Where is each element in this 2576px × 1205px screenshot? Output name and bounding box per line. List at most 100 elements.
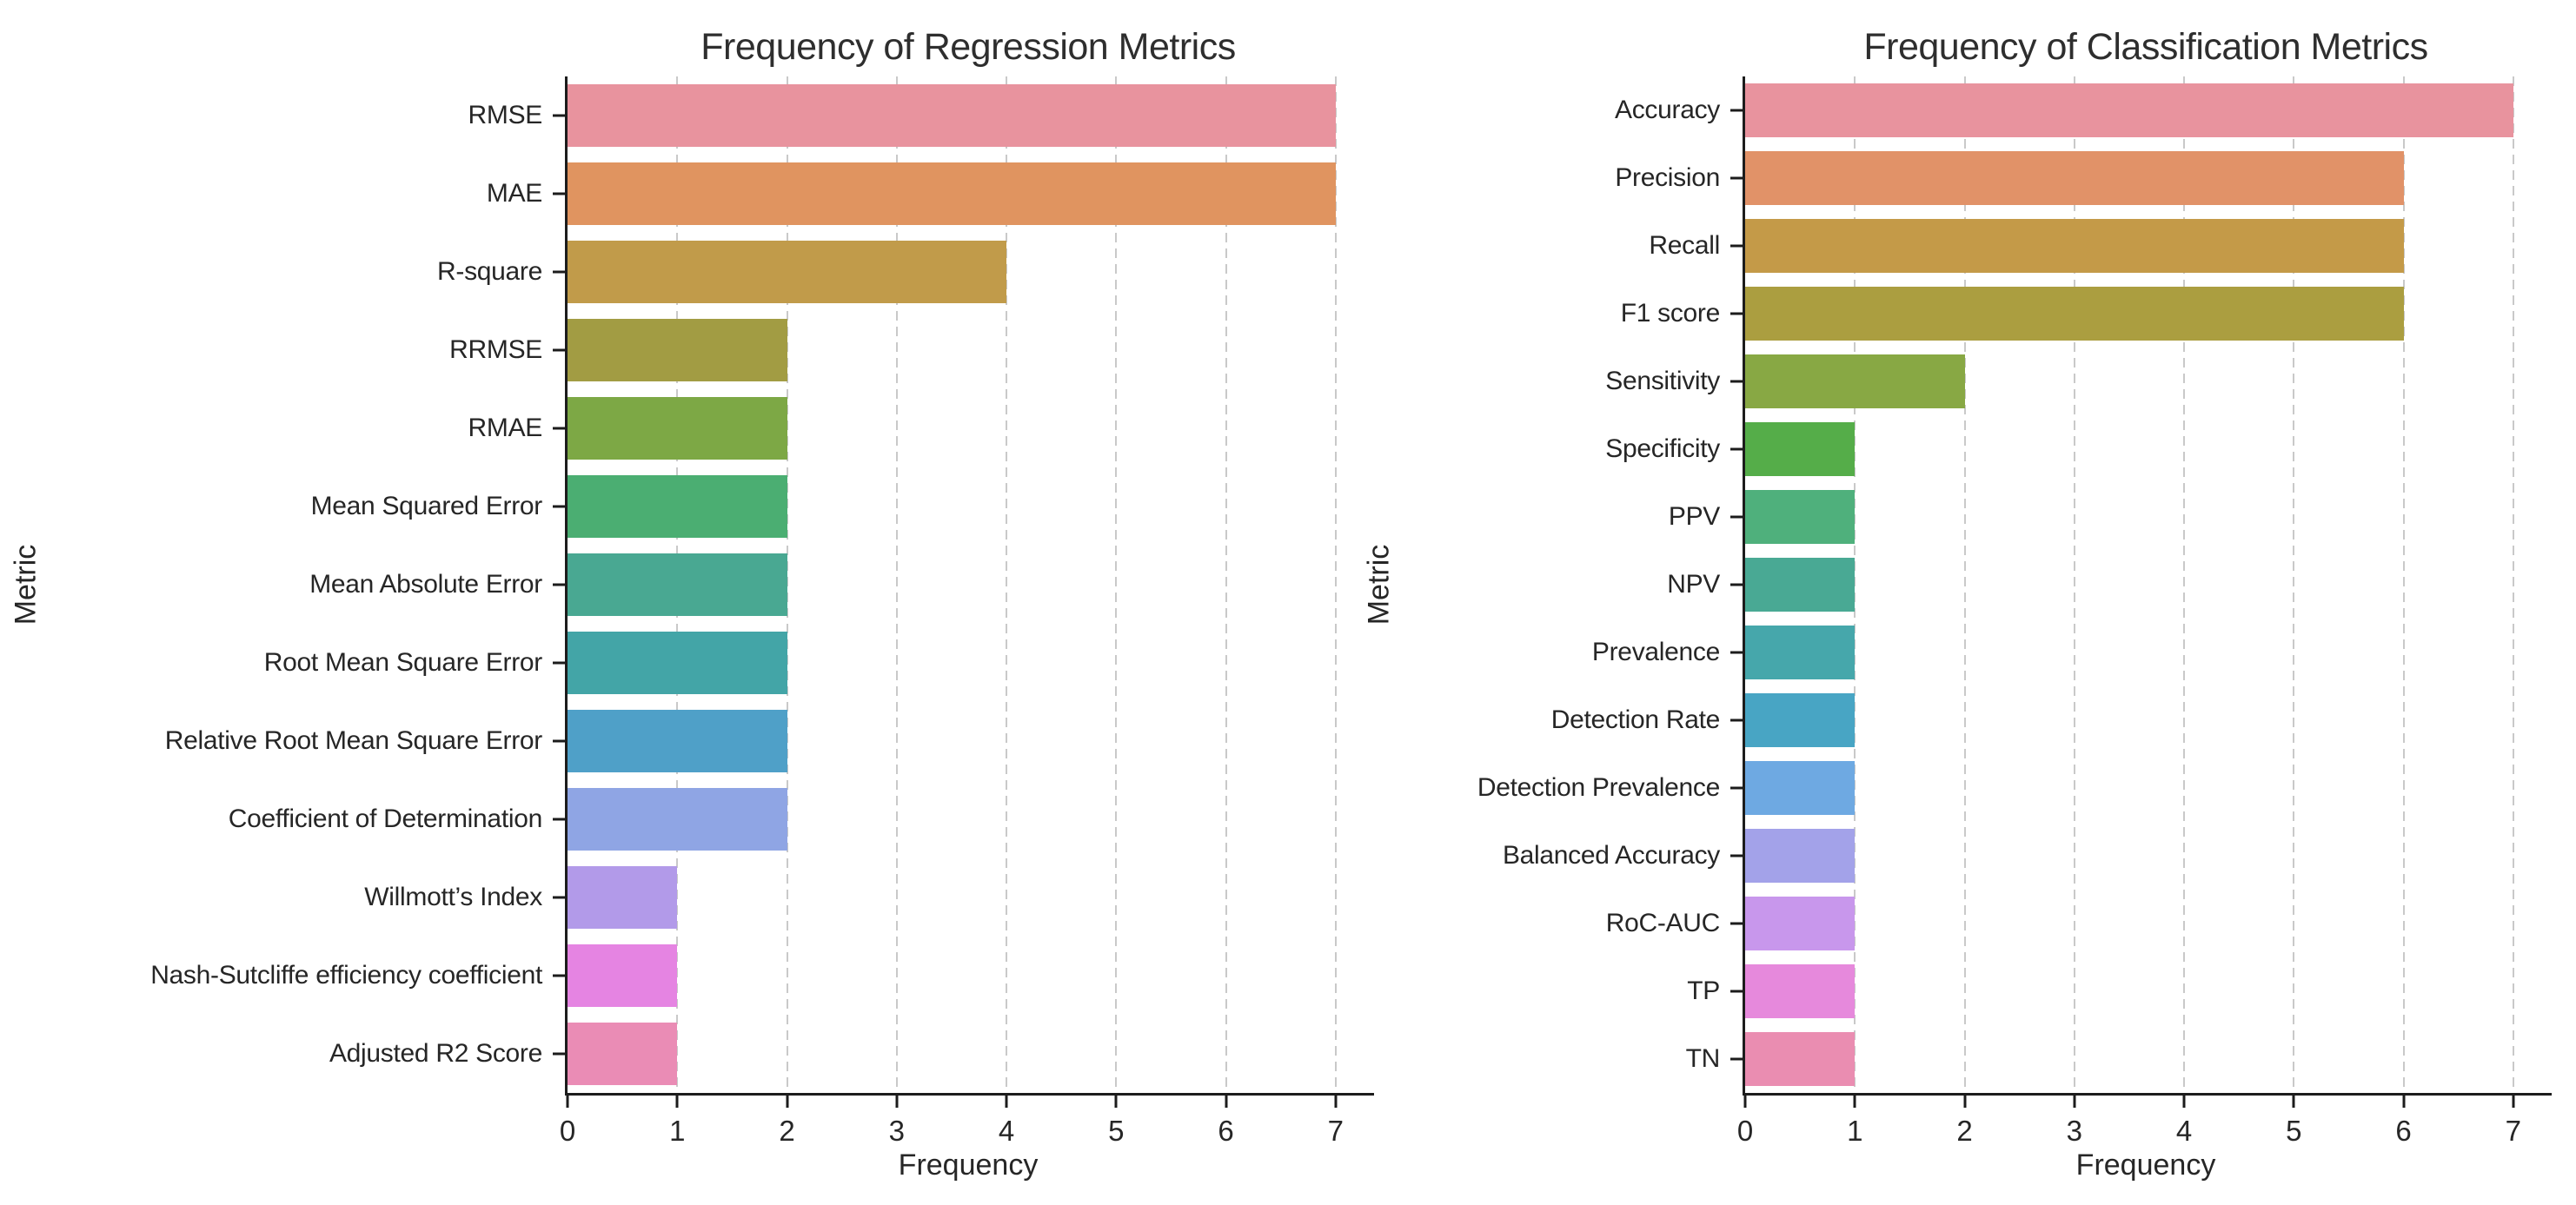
gridline-x4 <box>1006 76 1008 1093</box>
y-tick-label-npv: NPV <box>1667 570 1720 599</box>
y-tick-mark-detection-prevalence <box>1730 786 1743 790</box>
y-tick-label-rmae: RMAE <box>468 414 543 442</box>
bar-row-precision <box>1730 144 2552 212</box>
bar-mean-absolute-error <box>568 553 787 616</box>
y-tick-label-detection-rate: Detection Rate <box>1550 705 1721 734</box>
plot-area: 0 1 2 3 4 5 6 7 <box>553 76 1374 1147</box>
bar-row-detection-prevalence <box>1730 754 2552 822</box>
y-tick-mark-willmott-s-index <box>553 896 565 899</box>
bar-row-mae <box>553 155 1374 233</box>
y-tick-mark-r-square <box>553 270 565 274</box>
bar-mae <box>568 162 1336 225</box>
bar-relative-root-mean-square-error <box>568 710 787 772</box>
bar-adjusted-r2-score <box>568 1023 678 1085</box>
y-tick-mark-mean-absolute-error <box>553 583 565 586</box>
gridline-x6 <box>2402 76 2405 1093</box>
bar-row-mean-squared-error <box>553 467 1374 546</box>
x-tick-label-3: 3 <box>888 1115 905 1147</box>
y-tick-label-precision: Precision <box>1615 163 1720 192</box>
x-tick-label-7: 7 <box>2505 1115 2521 1147</box>
x-tick-mark-4 <box>1005 1096 1008 1108</box>
y-tick-label-mean-absolute-error: Mean Absolute Error <box>309 570 542 599</box>
bar-ppv <box>1745 489 1856 545</box>
x-axis-label: Frequency <box>2075 1149 2216 1182</box>
y-tick-label-ppv: PPV <box>1668 502 1720 531</box>
bar-roc-auc <box>1745 896 1856 951</box>
bar-specificity <box>1745 421 1856 477</box>
y-tick-labels: RMSE MAE R-square RRMSE RMAE Mean Squared Err… <box>0 76 565 1093</box>
bar-mean-squared-error <box>568 475 787 538</box>
x-tick-label-6: 6 <box>1218 1115 1234 1147</box>
bar-tp <box>1745 963 1856 1019</box>
bar-coefficient-of-determination <box>568 788 787 851</box>
bar-row-npv <box>1730 551 2552 619</box>
y-tick-label-relative-root-mean-square-error: Relative Root Mean Square Error <box>164 726 543 755</box>
y-tick-mark-nash-sutcliffe-efficiency-coefficient <box>553 974 565 977</box>
bar-row-rmse <box>553 76 1374 155</box>
x-tick-mark-3 <box>895 1096 899 1108</box>
x-tick-mark-2 <box>1963 1096 1967 1108</box>
gridline-x1 <box>1854 76 1856 1093</box>
x-axis-label: Frequency <box>898 1149 1039 1182</box>
bar-r-square <box>568 241 1007 303</box>
y-tick-mark-specificity <box>1730 447 1743 451</box>
chart-title: Frequency of Classification Metrics <box>1863 26 2428 68</box>
bar-row-coefficient-of-determination <box>553 780 1374 858</box>
x-axis-tick-layer: 0 1 2 3 4 5 6 7 <box>1737 76 2552 1147</box>
gridline-x2 <box>1963 76 1966 1093</box>
y-tick-label-coefficient-of-determination: Coefficient of Determination <box>228 804 543 833</box>
bar-willmott-s-index <box>568 866 678 929</box>
x-tick-mark-1 <box>675 1096 679 1108</box>
bar-row-tn <box>1730 1025 2552 1093</box>
bar-row-sensitivity <box>1730 348 2552 415</box>
bar-row-rmae <box>553 389 1374 467</box>
bar-detection-rate <box>1745 692 1856 748</box>
y-tick-label-roc-auc: RoC-AUC <box>1605 909 1721 937</box>
gridline-x3 <box>2073 76 2075 1093</box>
gridline-x7 <box>1334 76 1337 1093</box>
y-tick-label-adjusted-r2-score: Adjusted R2 Score <box>329 1039 542 1068</box>
x-tick-mark-4 <box>2182 1096 2186 1108</box>
bar-detection-prevalence <box>1745 760 1856 816</box>
x-tick-label-2: 2 <box>1956 1115 1973 1147</box>
classification-metrics-chart: Frequency of Classification Metrics Metr… <box>1288 0 2576 1205</box>
y-tick-mark-ppv <box>1730 515 1743 519</box>
y-tick-label-mae: MAE <box>486 179 542 208</box>
y-tick-label-detection-prevalence: Detection Prevalence <box>1477 773 1720 802</box>
gridline-x2 <box>786 76 788 1093</box>
bar-row-mean-absolute-error <box>553 546 1374 624</box>
bar-row-accuracy <box>1730 76 2552 144</box>
bar-row-root-mean-square-error <box>553 624 1374 702</box>
bar-row-willmott-s-index <box>553 858 1374 937</box>
y-tick-mark-roc-auc <box>1730 922 1743 925</box>
gridline-x5 <box>2293 76 2295 1093</box>
y-tick-label-mean-squared-error: Mean Squared Error <box>310 492 543 520</box>
y-tick-label-root-mean-square-error: Root Mean Square Error <box>263 648 543 677</box>
bar-row-r-square <box>553 233 1374 311</box>
x-tick-label-4: 4 <box>2175 1115 2193 1147</box>
bar-row-detection-rate <box>1730 686 2552 754</box>
x-tick-mark-0 <box>566 1096 569 1108</box>
y-tick-mark-detection-rate <box>1730 718 1743 722</box>
x-tick-mark-7 <box>2512 1096 2515 1108</box>
bar-precision <box>1745 150 2404 206</box>
y-tick-label-rrmse: RRMSE <box>449 335 542 364</box>
y-tick-mark-recall <box>1730 244 1743 248</box>
y-tick-label-balanced-accuracy: Balanced Accuracy <box>1502 841 1720 870</box>
x-tick-mark-0 <box>1743 1096 1747 1108</box>
x-tick-label-4: 4 <box>998 1115 1015 1147</box>
x-tick-mark-5 <box>2292 1096 2295 1108</box>
y-tick-label-specificity: Specificity <box>1605 434 1720 463</box>
y-tick-mark-root-mean-square-error <box>553 661 565 665</box>
y-tick-label-prevalence: Prevalence <box>1591 638 1720 666</box>
x-tick-label-1: 1 <box>669 1115 686 1147</box>
y-tick-label-rmse: RMSE <box>468 101 543 129</box>
gridline-x3 <box>895 76 898 1093</box>
bar-row-prevalence <box>1730 619 2552 686</box>
y-tick-mark-rmae <box>553 427 565 430</box>
bar-row-recall <box>1730 212 2552 280</box>
x-tick-label-1: 1 <box>1847 1115 1863 1147</box>
bar-layer <box>1730 76 2552 1093</box>
bar-nash-sutcliffe-efficiency-coefficient <box>568 944 678 1007</box>
